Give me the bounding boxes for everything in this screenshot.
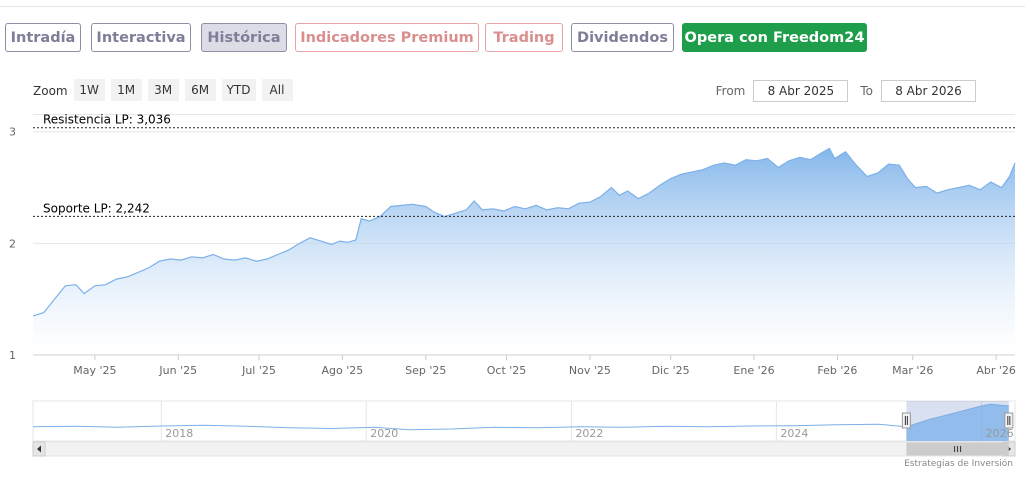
price-line — [32, 147, 1016, 317]
price-area — [33, 148, 1015, 355]
chart-credit[interactable]: Estrategias de Inversión — [904, 458, 1013, 469]
zoom-selector: Zoom 1W 1M 3M 6M YTD All — [33, 79, 299, 101]
zoom-1w-button[interactable]: 1W — [73, 79, 105, 101]
from-date-input[interactable] — [753, 80, 849, 102]
navigator-left-handle[interactable] — [901, 412, 911, 429]
zoom-3m-button[interactable]: 3M — [147, 79, 179, 101]
tab-dividendos[interactable]: Dividendos — [571, 23, 674, 52]
y-axis: 1 2 3 — [9, 126, 16, 362]
date-range-selector: From To — [716, 80, 976, 102]
navigator-line — [32, 403, 1009, 431]
x-tick-label: Feb '26 — [817, 364, 857, 377]
tab-indicadores-premium[interactable]: Indicadores Premium — [295, 23, 479, 52]
navigator[interactable]: 2018 2020 2022 2024 2026 — [32, 400, 1016, 442]
handle-box[interactable] — [901, 412, 911, 429]
navigator-selected-area — [906, 404, 1009, 441]
x-tick-label: Ago '25 — [322, 364, 364, 377]
x-tick-label: Ene '26 — [733, 364, 774, 377]
navigator-right-handle[interactable] — [1004, 412, 1014, 429]
navigator-tick-label: 2026 — [986, 427, 1014, 440]
zoom-1m-button[interactable]: 1M — [110, 79, 142, 101]
x-tick-label: Mar '26 — [892, 364, 933, 377]
x-tick-label: May '25 — [73, 364, 116, 377]
zoom-6m-button[interactable]: 6M — [184, 79, 216, 101]
left-arrow-icon — [37, 445, 41, 453]
scrollbar[interactable] — [32, 441, 1016, 457]
x-axis: May '25 Jun '25 Jul '25 Ago '25 Sep '25 Oct '… — [33, 354, 1016, 377]
scrollbar-track[interactable] — [32, 441, 1016, 457]
y-tick-label: 3 — [9, 126, 16, 139]
tab-intradia[interactable]: Intradía — [5, 23, 81, 52]
navigator-tick-label: 2020 — [370, 427, 398, 440]
plot-line-label: Resistencia LP: 3,036 — [43, 113, 171, 127]
grip-icon — [954, 446, 962, 452]
plot-line-label: Soporte LP: 2,242 — [43, 201, 150, 215]
navigator-ticks: 2018 2020 2022 2024 2026 — [165, 427, 1013, 440]
from-label: From — [715, 84, 746, 98]
navigator-tick-label: 2018 — [165, 427, 193, 440]
x-tick-label: Abr '26 — [976, 364, 1016, 377]
x-tick-label: Jun '25 — [158, 364, 197, 377]
tab-interactiva[interactable]: Interactiva — [91, 23, 191, 52]
zoom-all-button[interactable]: All — [261, 79, 293, 101]
y-tick-label: 1 — [9, 349, 16, 362]
navigator-tick-label: 2022 — [575, 427, 603, 440]
y-tick-label: 2 — [9, 237, 16, 250]
navigator-frame — [32, 400, 1016, 442]
navigator-tick-label: 2024 — [780, 427, 808, 440]
x-tick-label: Jul '25 — [241, 364, 276, 377]
zoom-ytd-button[interactable]: YTD — [221, 79, 256, 101]
x-tick-label: Sep '25 — [405, 364, 446, 377]
plot-lines: Resistencia LP: 3,036 Soporte LP: 2,242 — [33, 113, 1015, 217]
handle-box[interactable] — [1004, 412, 1014, 429]
to-label: To — [860, 84, 873, 98]
x-tick-label: Oct '25 — [487, 364, 527, 377]
to-date-input[interactable] — [881, 80, 976, 102]
tab-trading[interactable]: Trading — [485, 23, 563, 52]
x-tick-label: Dic '25 — [652, 364, 690, 377]
toolbar-divider — [33, 114, 1015, 115]
x-tick-label: Nov '25 — [569, 364, 611, 377]
zoom-label: Zoom — [33, 84, 68, 98]
top-divider — [0, 6, 1025, 7]
opera-freedom24-button[interactable]: Opera con Freedom24 — [682, 23, 867, 52]
tab-historica[interactable]: Histórica — [201, 23, 287, 52]
